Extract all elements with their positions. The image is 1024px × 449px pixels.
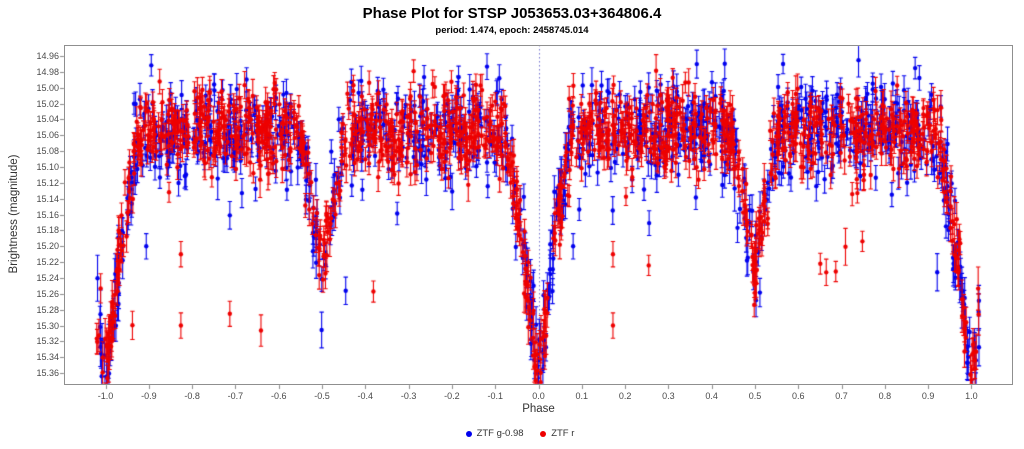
x-tick-label: -1.0 [97, 391, 114, 401]
x-tick-label: -0.3 [400, 391, 417, 401]
y-tick-label: 15.02 [36, 98, 59, 109]
x-tick-label: 0.4 [705, 391, 718, 401]
y-tick-label: 15.30 [36, 320, 59, 331]
x-tick-label: -0.5 [314, 391, 330, 401]
y-tick-label: 15.14 [36, 193, 59, 204]
y-tick-label: 14.98 [36, 66, 59, 77]
y-tick-label: 15.28 [36, 304, 59, 315]
x-tick-label: -0.4 [357, 391, 374, 401]
y-tick-label: 15.10 [36, 162, 59, 173]
y-tick-label: 15.22 [36, 257, 59, 268]
y-tick-label: 15.34 [36, 352, 59, 363]
x-tick-label: 0.3 [662, 391, 675, 401]
y-tick-label: 15.36 [36, 368, 59, 379]
ztf-g-marker-icon [465, 430, 472, 437]
x-tick-label: 0.9 [921, 391, 935, 401]
x-tick-label: 0.6 [791, 391, 805, 401]
plot-area [64, 45, 1013, 385]
legend-item-ztf-r: ZTF r [540, 428, 574, 439]
ztf-r-marker-icon [540, 430, 547, 437]
y-tick-label: 15.00 [36, 82, 59, 93]
y-tick-label: 15.32 [36, 336, 59, 347]
y-tick-label: 15.06 [36, 130, 59, 141]
x-axis-label: Phase [522, 403, 555, 415]
x-tick-label: -0.9 [141, 391, 157, 401]
y-axis-label: Brightness (magnitude) [8, 154, 20, 274]
y-tick-label: 15.08 [36, 146, 59, 157]
x-tick-label: 0.2 [618, 391, 632, 401]
legend: ZTF g-0.98 ZTF r [16, 428, 1024, 439]
x-tick-label: -0.6 [270, 391, 287, 401]
y-tick-label: 15.12 [36, 177, 59, 188]
x-tick-label: -0.1 [487, 391, 503, 401]
y-tick-label: 14.96 [36, 51, 59, 62]
x-tick-label: -0.7 [227, 391, 244, 401]
x-tick-label: -0.8 [184, 391, 200, 401]
y-tick-label: 15.04 [36, 114, 59, 125]
legend-item-ztf-g: ZTF g-0.98 [465, 428, 524, 439]
x-tick-label: -0.2 [444, 391, 460, 401]
x-tick-label: 1.0 [965, 391, 978, 401]
legend-label-ztf-r: ZTF r [551, 428, 575, 439]
y-tick-label: 15.24 [36, 273, 59, 283]
x-tick-label: 0.8 [878, 391, 892, 401]
y-tick-label: 15.18 [36, 225, 59, 236]
x-tick-label: 0.1 [575, 391, 589, 401]
x-tick-label: 0.0 [532, 391, 545, 401]
x-tick-label: 0.7 [835, 391, 848, 401]
y-tick-label: 15.20 [36, 241, 59, 252]
x-tick-label: 0.5 [748, 391, 762, 401]
y-tick-label: 15.16 [36, 209, 59, 220]
legend-label-ztf-g: ZTF g-0.98 [476, 428, 524, 439]
y-tick-label: 15.26 [36, 288, 59, 299]
